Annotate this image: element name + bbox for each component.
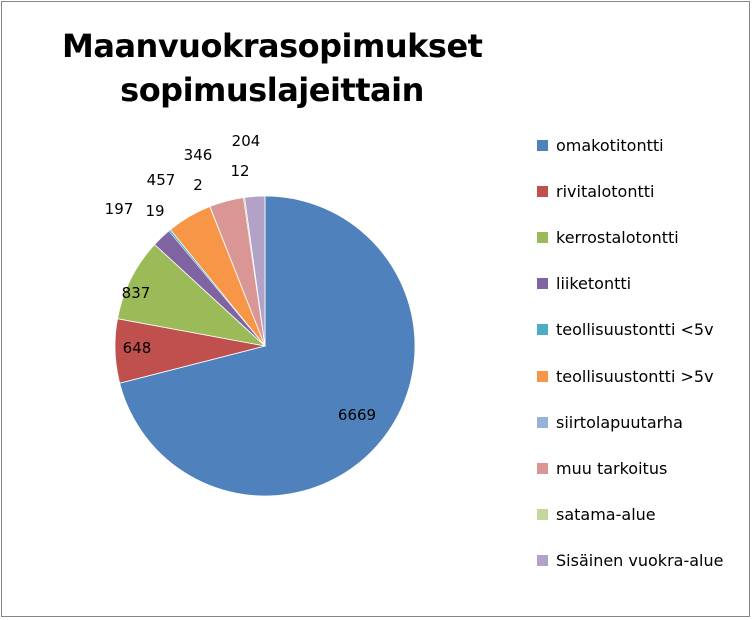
pie-slice-kerrostalotontti: [117, 243, 267, 347]
legend-swatch: [537, 185, 548, 197]
pie-slice-sisäinen-vuokra-alue: [244, 195, 266, 347]
legend-item: liiketontti: [537, 261, 747, 307]
chart-title-line-2: sopimuslajeittain: [120, 71, 424, 109]
legend-item: teollisuustontti <5v: [537, 307, 747, 353]
data-label: 19: [145, 202, 164, 220]
data-label: 6669: [338, 406, 376, 424]
legend-swatch: [537, 139, 548, 151]
legend-swatch: [537, 370, 548, 382]
legend-item: Sisäinen vuokra-alue: [537, 538, 747, 584]
legend-item: teollisuustontti >5v: [537, 353, 747, 399]
legend-item: satama-alue: [537, 492, 747, 538]
legend-item: siirtolapuutarha: [537, 399, 747, 445]
pie-slice-omakotitontti: [119, 195, 416, 497]
legend-swatch: [537, 509, 548, 521]
legend-swatch: [537, 278, 548, 290]
chart-legend: omakotitontti rivitalotontti kerrostaloton…: [537, 122, 747, 584]
legend-label: liiketontti: [556, 274, 632, 294]
data-label: 197: [105, 200, 134, 218]
legend-label: satama-alue: [556, 505, 656, 525]
legend-label: teollisuustontti <5v: [556, 320, 714, 340]
legend-label: kerrostalotontti: [556, 227, 679, 247]
legend-item: muu tarkoitus: [537, 445, 747, 491]
legend-label: omakotitontti: [556, 135, 664, 155]
chart-title-line-1: Maanvuokrasopimukset: [62, 27, 483, 65]
data-label: 346: [184, 146, 213, 164]
data-label: 837: [122, 284, 151, 302]
data-label: 12: [230, 162, 249, 180]
legend-item: omakotitontti: [537, 122, 747, 168]
legend-item: rivitalotontti: [537, 168, 747, 214]
legend-label: rivitalotontti: [556, 181, 655, 201]
data-label: 204: [232, 132, 261, 150]
legend-label: teollisuustontti >5v: [556, 366, 714, 386]
legend-swatch: [537, 231, 548, 243]
data-label: 457: [147, 171, 176, 189]
data-label: 2: [193, 176, 203, 194]
data-label: 648: [123, 339, 152, 357]
legend-item: kerrostalotontti: [537, 214, 747, 260]
legend-label: Sisäinen vuokra-alue: [556, 551, 724, 571]
legend-swatch: [537, 462, 548, 474]
legend-label: siirtolapuutarha: [556, 412, 683, 432]
legend-swatch: [537, 324, 548, 336]
chart-title: Maanvuokrasopimukset sopimuslajeittain: [62, 24, 483, 112]
legend-swatch: [537, 416, 548, 428]
legend-swatch: [537, 555, 548, 567]
legend-label: muu tarkoitus: [556, 458, 668, 478]
